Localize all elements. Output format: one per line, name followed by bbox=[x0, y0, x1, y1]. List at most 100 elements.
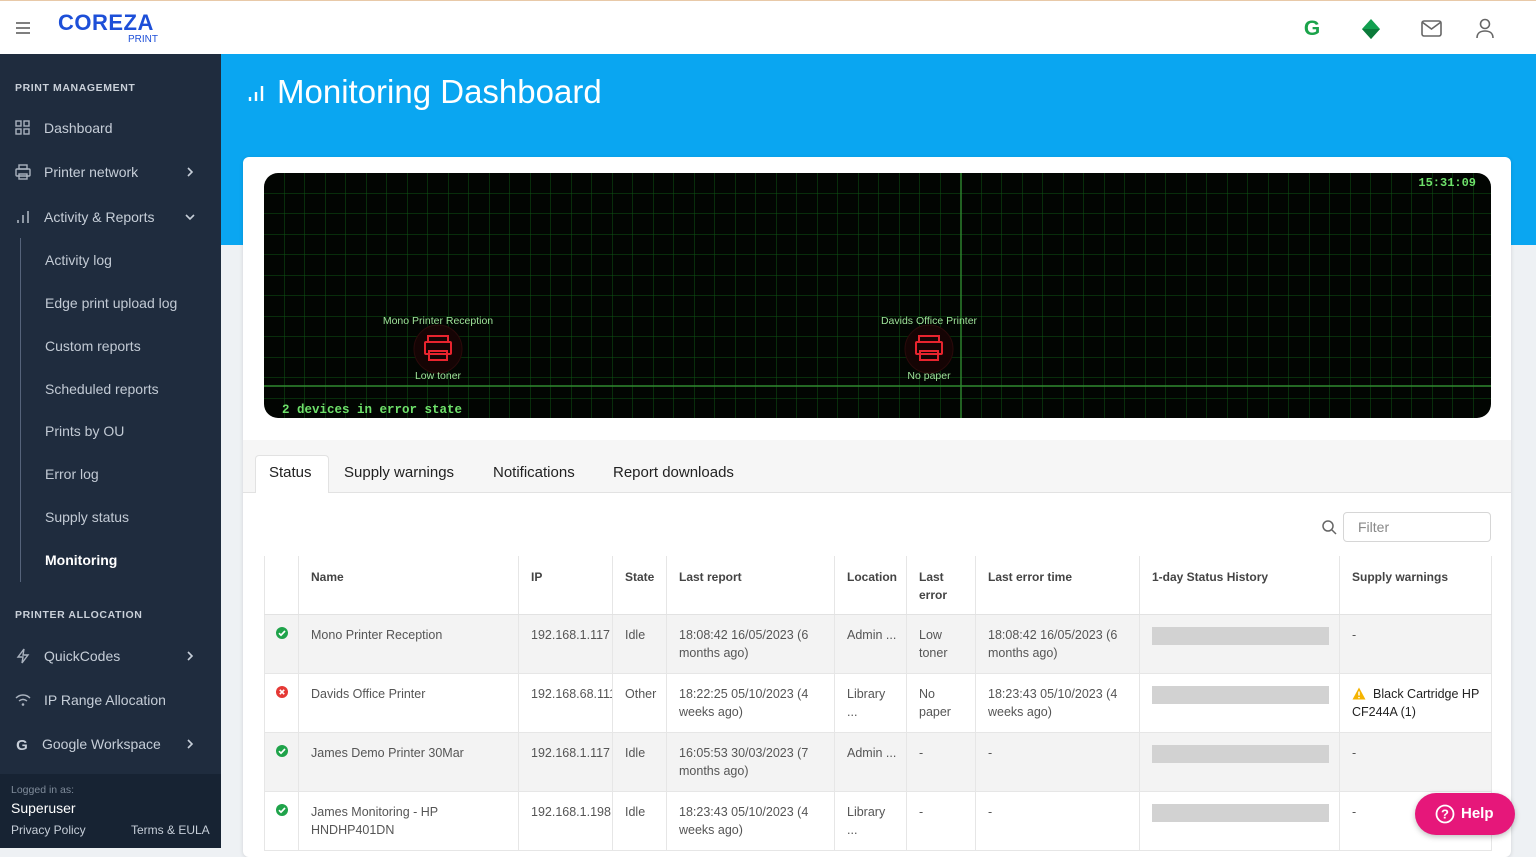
help-label: Help bbox=[1461, 805, 1494, 822]
section-title: PRINT MANAGEMENT bbox=[15, 82, 136, 94]
history-bar bbox=[1152, 627, 1329, 645]
table-body: Mono Printer Reception 192.168.1.117 Idle 1… bbox=[264, 614, 1492, 851]
logo-sub: PRINT bbox=[128, 34, 158, 45]
privacy-link[interactable]: Privacy Policy bbox=[11, 823, 86, 837]
filter-input[interactable]: Filter bbox=[1343, 512, 1491, 542]
chevron bbox=[185, 214, 195, 221]
header-cell: Name bbox=[298, 556, 519, 615]
table-cell: - bbox=[906, 732, 976, 792]
printer-table: Name IP State Last report Location Last error… bbox=[264, 556, 1492, 851]
nav-item[interactable]: Dashboard bbox=[44, 120, 113, 136]
header-cell: 1-day Status History bbox=[1139, 556, 1340, 615]
table-cell: Davids Office Printer bbox=[298, 673, 519, 733]
table-cell: 192.168.68.111 bbox=[518, 673, 613, 733]
tab[interactable]: Notifications bbox=[493, 464, 575, 481]
table-cell: Library ... bbox=[834, 791, 907, 851]
page-title: Monitoring Dashboard bbox=[277, 73, 602, 110]
nav-subitem[interactable]: Activity log bbox=[45, 252, 112, 268]
mail-icon[interactable] bbox=[1421, 20, 1443, 38]
check bbox=[278, 807, 286, 814]
history-cell bbox=[1139, 791, 1340, 851]
table-cell: - bbox=[906, 791, 976, 851]
logged-in-label: Logged in as: bbox=[11, 784, 75, 796]
svg-text:G: G bbox=[1304, 17, 1320, 40]
table-cell: Idle bbox=[612, 614, 667, 674]
table-cell: Idle bbox=[612, 791, 667, 851]
device-status: No paper bbox=[907, 370, 951, 382]
nav-subitem[interactable]: Prints by OU bbox=[45, 423, 125, 439]
supply-warning: - bbox=[1352, 805, 1357, 819]
nav-item[interactable]: IP Range Allocation bbox=[44, 692, 166, 708]
top-bar: COREZA PRINT G bbox=[0, 0, 1536, 54]
table-cell: 18:23:43 05/10/2023 (4 weeks ago) bbox=[975, 673, 1140, 733]
table-cell: Admin ... bbox=[834, 732, 907, 792]
nav-item[interactable]: Google Workspace bbox=[42, 736, 161, 752]
nav-item[interactable]: QuickCodes bbox=[44, 648, 121, 664]
nav-subitem-active[interactable]: Monitoring bbox=[45, 552, 118, 568]
check bbox=[278, 630, 286, 637]
user-icon[interactable] bbox=[1475, 18, 1495, 40]
g-icon[interactable]: G bbox=[1300, 16, 1324, 40]
section-title: PRINTER ALLOCATION bbox=[15, 609, 143, 621]
diamond-icon[interactable] bbox=[1360, 18, 1382, 40]
history-cell bbox=[1139, 614, 1340, 674]
reports-icon bbox=[17, 211, 29, 223]
monitor-clock: 15:31:09 bbox=[1418, 176, 1476, 190]
table-cell: Admin ... bbox=[834, 614, 907, 674]
table-cell: No paper bbox=[906, 673, 976, 733]
google-icon: G bbox=[16, 737, 28, 753]
tab[interactable]: Status bbox=[269, 464, 312, 481]
device-name: Mono Printer Reception bbox=[383, 315, 493, 327]
submenu-line bbox=[20, 238, 21, 582]
status-cell bbox=[264, 732, 299, 792]
header-cell: State bbox=[612, 556, 667, 615]
title-icon bbox=[248, 86, 264, 101]
table-row: James Demo Printer 30Mar 192.168.1.117 Idl… bbox=[264, 732, 1492, 792]
status-cell bbox=[264, 673, 299, 733]
table-cell: 16:05:53 30/03/2023 (7 months ago) bbox=[666, 732, 835, 792]
nav-item[interactable]: Printer network bbox=[44, 164, 139, 180]
table-cell: James Demo Printer 30Mar bbox=[298, 732, 519, 792]
status-icon bbox=[276, 627, 288, 639]
terms-link[interactable]: Terms & EULA bbox=[131, 823, 210, 837]
wifi-icon bbox=[15, 694, 31, 706]
device-marker[interactable]: Davids Office Printer No paper bbox=[881, 315, 978, 382]
menu-button[interactable] bbox=[16, 22, 30, 34]
cross bbox=[279, 689, 285, 695]
logo[interactable]: COREZA bbox=[58, 10, 154, 35]
nav-subitem[interactable]: Edge print upload log bbox=[45, 295, 178, 311]
table-cell: 18:23:43 05/10/2023 (4 weeks ago) bbox=[666, 791, 835, 851]
header-row: Name IP State Last report Location Last error… bbox=[264, 556, 1492, 615]
tab[interactable]: Supply warnings bbox=[344, 464, 455, 481]
table-row: Davids Office Printer 192.168.68.111 Other… bbox=[264, 673, 1492, 733]
chevron bbox=[187, 167, 194, 177]
tab[interactable]: Report downloads bbox=[613, 464, 734, 481]
table-cell: James Monitoring - HP HNDHP401DN bbox=[298, 791, 519, 851]
table-cell: 192.168.1.117 bbox=[518, 732, 613, 792]
status-cell bbox=[264, 614, 299, 674]
nav-subitem[interactable]: Custom reports bbox=[45, 338, 141, 354]
dashboard-icon bbox=[15, 120, 30, 135]
supply-warning: Black Cartridge HP CF244A (1) bbox=[1352, 687, 1480, 719]
history-cell bbox=[1139, 673, 1340, 733]
history-bar bbox=[1152, 804, 1329, 822]
svg-text:G: G bbox=[16, 737, 28, 753]
nav-subitem[interactable]: Supply status bbox=[45, 509, 130, 525]
status-cell bbox=[264, 791, 299, 851]
nav-subitem[interactable]: Scheduled reports bbox=[45, 381, 159, 397]
table-cell: Low toner bbox=[906, 614, 976, 674]
nav-item[interactable]: Activity & Reports bbox=[44, 209, 155, 225]
history-cell bbox=[1139, 732, 1340, 792]
table-row: James Monitoring - HP HNDHP401DN 192.168.… bbox=[264, 791, 1492, 851]
table-cell: Library ... bbox=[834, 673, 907, 733]
device-status: Low toner bbox=[415, 370, 462, 382]
header-cell: IP bbox=[518, 556, 613, 615]
monitor-summary: 2 devices in error state bbox=[282, 403, 462, 417]
nav-subitem[interactable]: Error log bbox=[45, 466, 99, 482]
chevron bbox=[187, 739, 194, 749]
device-marker[interactable]: Mono Printer Reception Low toner bbox=[383, 315, 493, 382]
printer-icon bbox=[15, 164, 31, 180]
sidebar: PRINT MANAGEMENT Dashboard Printer netwo… bbox=[0, 54, 221, 848]
help-button[interactable]: ? Help bbox=[1415, 793, 1515, 835]
table-row: Mono Printer Reception 192.168.1.117 Idle 1… bbox=[264, 614, 1492, 674]
